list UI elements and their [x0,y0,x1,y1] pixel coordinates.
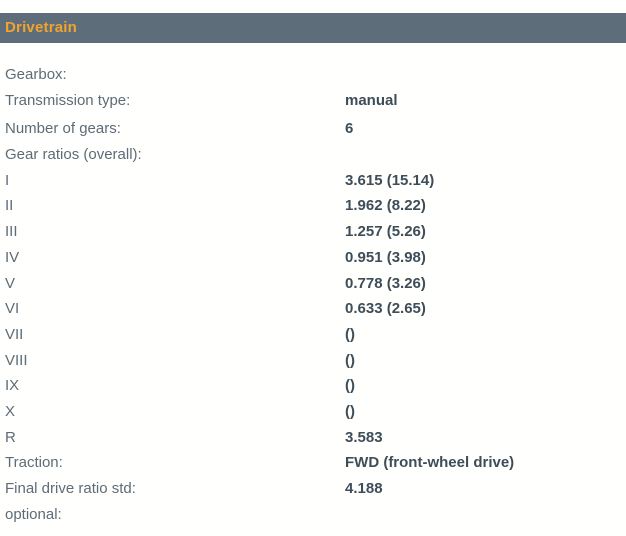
spec-label: V [5,274,16,292]
spec-value: 1.962 (8.22) [345,197,426,215]
spec-value: 0.951 (3.98) [345,248,426,266]
spec-row-final-drive-ratio: Final drive ratio std: 4.188 [0,476,626,502]
spec-label: I [5,171,10,189]
spec-value [345,502,626,528]
spec-row-gear-7: VII () [0,322,626,348]
spec-value: 3.583 [345,428,383,446]
spec-value: () [345,325,355,343]
spec-label: optional: [5,505,62,523]
spec-label: II [5,197,14,215]
spec-row-gear-6: VI 0.633 (2.65) [0,296,626,322]
spec-label: IX [5,377,20,395]
spec-label: Gear ratios (overall): [5,146,142,164]
spec-label: Gearbox: [5,66,67,83]
spec-row-gear-9: IX () [0,373,626,399]
section-header: Drivetrain [0,13,626,43]
spec-label: Transmission type: [5,91,131,109]
spec-row-gearbox: Gearbox: [0,62,626,88]
spec-value: 4.188 [345,480,383,497]
spec-row-gear-5: V 0.778 (3.26) [0,271,626,297]
spec-value: 0.633 (2.65) [345,300,426,318]
spec-row-number-of-gears: Number of gears: 6 [0,116,626,142]
spec-row-gear-1: I 3.615 (15.14) [0,168,626,194]
spec-value: 6 [345,120,354,138]
spec-value [345,62,626,88]
spec-row-gear-8: VIII () [0,348,626,374]
section-title: Drivetrain [5,19,78,36]
spec-label: VIII [5,351,28,369]
spec-row-gear-10: X () [0,399,626,425]
spec-row-gear-reverse: R 3.583 [0,425,626,451]
spec-row-gear-2: II 1.962 (8.22) [0,193,626,219]
spec-table: Gearbox: Transmission type: manual Numbe… [0,62,626,527]
spec-row-gear-4: IV 0.951 (3.98) [0,245,626,271]
spec-value: () [345,351,355,369]
spec-value: 3.615 (15.14) [345,171,435,189]
spec-value: manual [345,91,398,109]
spec-label: R [5,428,16,446]
spec-row-transmission-type: Transmission type: manual [0,88,626,114]
spec-label: VII [5,325,24,343]
spec-value: 0.778 (3.26) [345,274,426,292]
spec-row-gear-ratios-heading: Gear ratios (overall): [0,142,626,168]
spec-value: 1.257 (5.26) [345,223,426,241]
spec-value [345,142,626,168]
spec-row-gear-3: III 1.257 (5.26) [0,219,626,245]
spec-label: III [5,223,18,241]
spec-row-final-drive-optional: optional: [0,502,626,528]
spec-value: () [345,377,355,395]
spec-label: X [5,402,16,420]
spec-label: IV [5,248,20,266]
spec-value: () [345,402,355,420]
spec-label: VI [5,300,20,318]
spec-value: FWD (front-wheel drive) [345,454,515,472]
spec-row-traction: Traction: FWD (front-wheel drive) [0,450,626,476]
spec-label: Final drive ratio std: [5,480,136,497]
spec-label: Traction: [5,454,63,472]
spec-label: Number of gears: [5,120,121,138]
